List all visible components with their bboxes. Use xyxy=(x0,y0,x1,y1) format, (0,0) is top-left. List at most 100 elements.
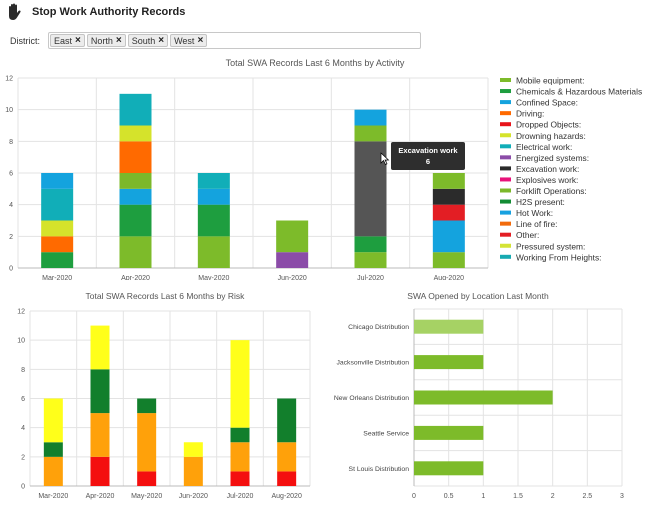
x-tick-label: 1 xyxy=(481,493,485,500)
mouse-cursor-icon xyxy=(380,152,390,165)
bar-segment xyxy=(354,236,387,253)
x-tick-label: Mar-2020 xyxy=(42,275,72,280)
bar-segment xyxy=(432,188,465,205)
location-bar xyxy=(414,461,484,476)
bar-segment xyxy=(41,252,74,268)
bar-segment xyxy=(41,188,74,221)
bar-segment xyxy=(230,427,250,443)
x-tick-label: Jul-2020 xyxy=(227,493,254,500)
legend-swatch xyxy=(500,243,511,248)
chip-label: North xyxy=(90,35,113,46)
bar-segment xyxy=(183,456,203,486)
activity-chart: Total SWA Records Last 6 Months by Activ… xyxy=(5,58,642,280)
x-tick-label: Jun-2020 xyxy=(278,275,307,280)
remove-chip-icon[interactable]: × xyxy=(115,34,122,46)
bar-segment xyxy=(119,236,152,268)
x-tick-label: 0 xyxy=(412,493,416,500)
bar-segment xyxy=(197,188,230,205)
bar-segment xyxy=(119,204,152,237)
x-tick-label: Jul-2020 xyxy=(357,275,384,280)
bar-segment xyxy=(354,125,387,142)
bar-segment xyxy=(90,456,110,486)
chip-label: South xyxy=(131,35,156,46)
legend-entry: Chemicals & Hazardous Materials xyxy=(516,87,642,97)
remove-chip-icon[interactable]: × xyxy=(75,34,81,46)
bar-segment xyxy=(432,252,465,268)
x-tick-label: 0.5 xyxy=(444,493,454,500)
chart-title: SWA Opened by Location Last Month xyxy=(407,291,549,301)
x-tick-label: Aug-2020 xyxy=(271,493,301,500)
app-title: Stop Work Authority Records xyxy=(32,6,186,18)
x-tick-label: Apr-2020 xyxy=(86,493,115,500)
district-chip-east: East × xyxy=(50,34,85,47)
location-bar xyxy=(414,425,484,440)
legend-swatch xyxy=(500,155,511,160)
bar-segment xyxy=(43,442,63,457)
legend-entry: Mobile equipment: xyxy=(516,76,584,86)
bar-segment xyxy=(432,204,465,221)
bar-segment xyxy=(197,173,230,189)
legend-entry: Forklift Operations: xyxy=(516,186,587,196)
legend-swatch xyxy=(500,111,511,116)
legend-swatch xyxy=(500,199,511,204)
district-multiselect[interactable]: East × North × South × West × xyxy=(48,32,421,49)
legend-swatch xyxy=(500,89,511,94)
y-tick-label: Jacksonville Distribution xyxy=(336,360,409,367)
x-tick-label: 1.5 xyxy=(513,493,523,500)
y-tick-label: 12 xyxy=(5,76,13,83)
y-tick-label: 2 xyxy=(21,454,25,461)
legend-entry: Explosives work: xyxy=(516,175,578,185)
y-tick-label: Chicago Distribution xyxy=(348,324,409,331)
x-tick-label: May-2020 xyxy=(198,275,229,280)
y-tick-label: 0 xyxy=(21,484,25,491)
legend-entry: Energized systems: xyxy=(516,153,589,163)
legend-swatch xyxy=(500,78,511,82)
bar-segment xyxy=(230,340,250,428)
remove-chip-icon[interactable]: × xyxy=(158,34,165,46)
chip-label: West xyxy=(174,35,195,46)
legend-swatch xyxy=(500,166,511,171)
y-tick-label: 6 xyxy=(21,396,25,403)
district-chip-south: South × xyxy=(127,34,169,47)
district-filter: District: East × North × South × West × xyxy=(10,32,421,49)
y-tick-label: 8 xyxy=(21,367,25,374)
bar-segment xyxy=(432,220,465,253)
bar-segment xyxy=(276,220,309,253)
app-header: Stop Work Authority Records xyxy=(6,2,185,22)
bar-segment xyxy=(197,236,230,268)
bar-segment xyxy=(119,188,152,205)
bar-segment xyxy=(90,325,110,370)
remove-chip-icon[interactable]: × xyxy=(197,34,204,46)
x-tick-label: Aug-2020 xyxy=(434,275,464,280)
district-chip-north: North × xyxy=(86,34,126,47)
bar-segment xyxy=(354,252,387,268)
bar-segment xyxy=(432,173,465,189)
bar-segment xyxy=(41,220,74,237)
bar-segment xyxy=(137,471,157,486)
legend-entry: Electrical work: xyxy=(516,142,572,152)
y-tick-label: 6 xyxy=(9,171,13,178)
legend-entry: Dropped Objects: xyxy=(516,120,581,130)
y-tick-label: 8 xyxy=(9,139,13,146)
legend-entry: Other: xyxy=(516,230,539,240)
y-tick-label: 0 xyxy=(9,266,13,273)
legend-entry: Line of fire: xyxy=(516,219,557,229)
bar-segment xyxy=(230,471,250,486)
x-tick-label: 2 xyxy=(551,493,555,500)
bar-segment xyxy=(41,173,74,189)
x-tick-label: 2.5 xyxy=(582,493,592,500)
legend-swatch xyxy=(500,221,511,226)
chip-label: East xyxy=(54,35,73,46)
bar-segment xyxy=(230,442,250,472)
district-filter-label: District: xyxy=(10,35,40,46)
tooltip xyxy=(391,142,465,170)
legend-entry: Pressured system: xyxy=(516,241,585,251)
x-tick-label: Jun-2020 xyxy=(179,493,208,500)
y-tick-label: 4 xyxy=(21,425,25,432)
legend-entry: Drowning hazards: xyxy=(516,131,586,141)
y-tick-label: 10 xyxy=(17,338,25,345)
x-tick-label: 3 xyxy=(620,493,624,500)
bar-segment xyxy=(277,398,297,443)
